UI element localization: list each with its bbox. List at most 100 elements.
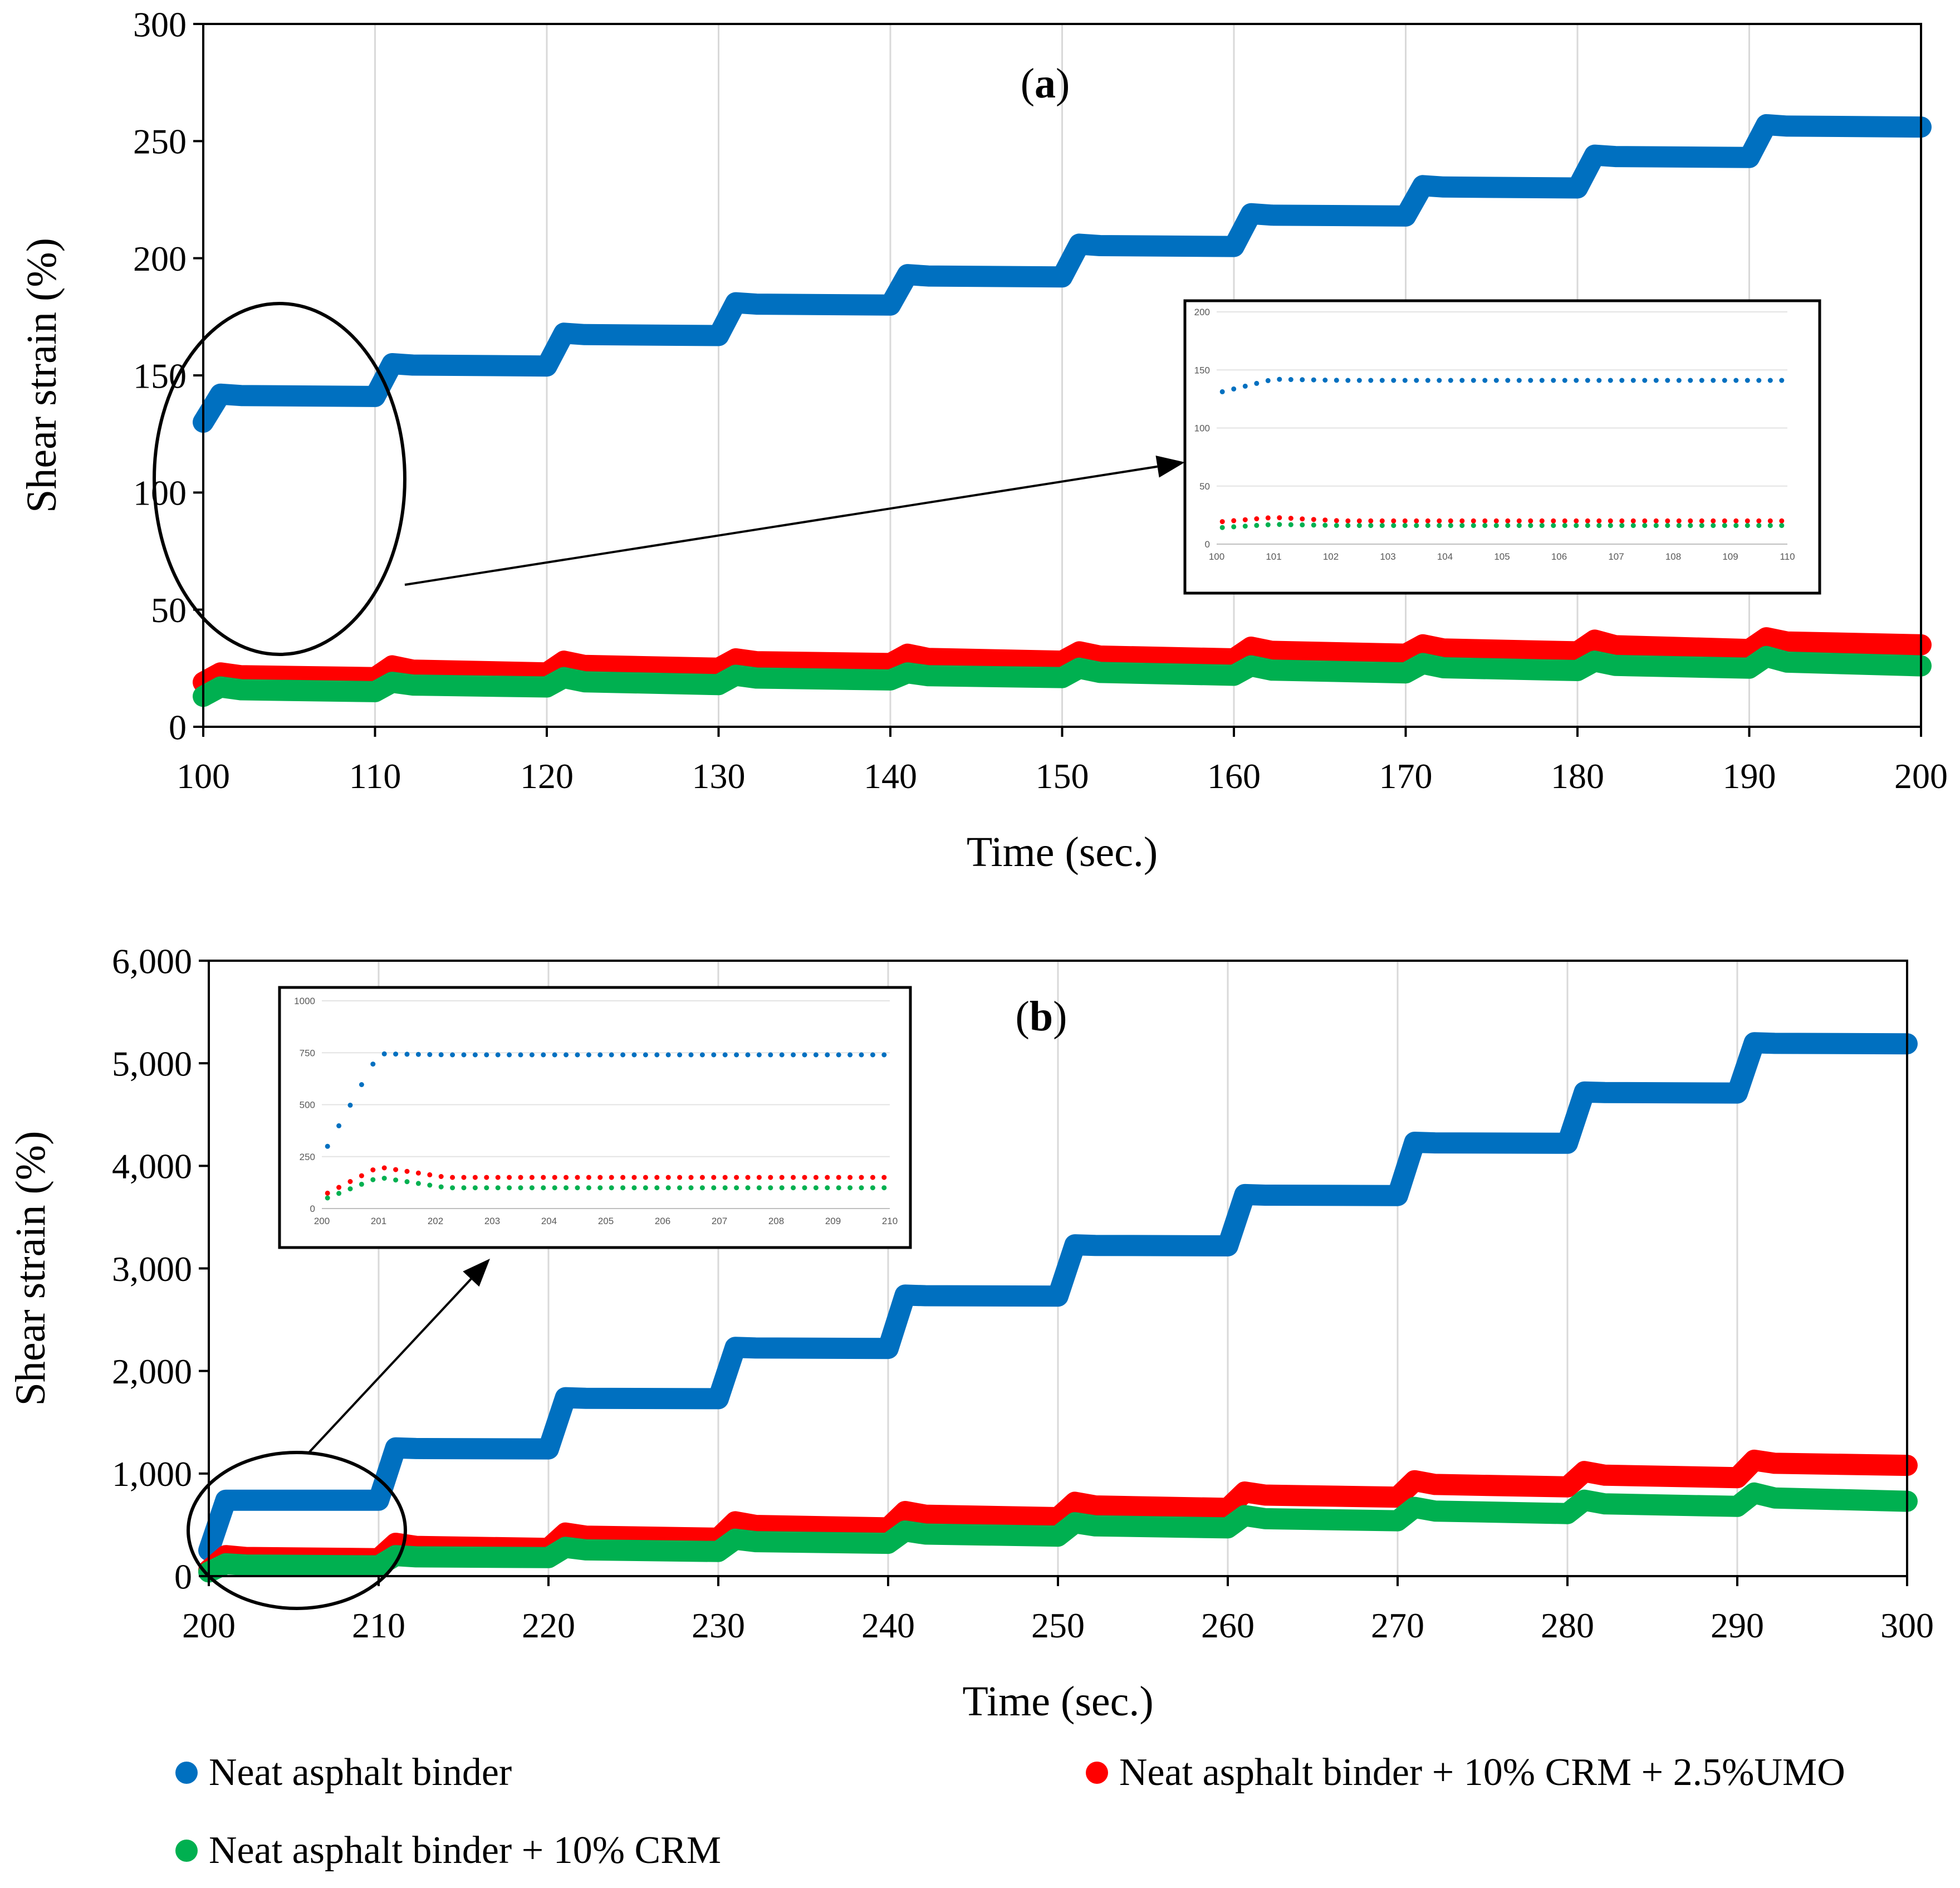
inset-point [1219, 519, 1225, 525]
inset-point [370, 1177, 376, 1182]
inset-point [1608, 523, 1613, 529]
inset-x-tick-label: 101 [1266, 551, 1281, 562]
inset-point [643, 1185, 648, 1191]
inset-point [507, 1185, 512, 1191]
inset-point [1311, 517, 1316, 522]
x-axis-label: Time (sec.) [962, 1678, 1153, 1725]
inset-point [1630, 523, 1636, 529]
inset-point [1551, 378, 1556, 383]
x-tick-label: 190 [1723, 756, 1776, 796]
x-tick-label: 180 [1551, 756, 1604, 796]
inset-x-tick-label: 200 [314, 1216, 330, 1226]
inset-point [631, 1175, 637, 1180]
legend-label: Neat asphalt binder [209, 1751, 512, 1794]
inset-point [1585, 523, 1590, 529]
inset-x-tick-label: 103 [1380, 551, 1395, 562]
inset-point [1779, 518, 1785, 524]
inset-point [631, 1052, 637, 1058]
inset-point [1334, 518, 1339, 524]
inset-point [597, 1052, 603, 1058]
inset-point [1516, 518, 1522, 524]
inset-point [1459, 518, 1465, 524]
inset-x-tick-label: 210 [882, 1216, 898, 1226]
inset-point [1733, 518, 1739, 524]
inset-point [677, 1052, 683, 1058]
inset-point [1528, 378, 1533, 383]
inset-point [552, 1052, 557, 1058]
inset-point [552, 1175, 557, 1180]
inset-point [586, 1052, 591, 1058]
x-tick-label: 150 [1036, 756, 1089, 796]
inset-point [825, 1185, 830, 1191]
inset-point [1619, 523, 1625, 529]
inset-point [722, 1175, 728, 1180]
inset-point [1242, 517, 1248, 522]
inset-point [654, 1175, 660, 1180]
inset-point [734, 1052, 739, 1058]
inset-point [745, 1175, 751, 1180]
inset-point [1562, 378, 1567, 383]
inset-point [1254, 380, 1260, 386]
inset-point [688, 1175, 694, 1180]
inset-point [1482, 378, 1488, 383]
x-tick-label: 200 [1894, 756, 1948, 796]
inset-point [1277, 522, 1282, 527]
inset-point [1574, 523, 1579, 529]
inset-point [802, 1052, 807, 1058]
inset-point [1288, 516, 1293, 521]
inset-point [1322, 522, 1328, 528]
inset-point [1345, 523, 1351, 529]
inset-point [1585, 518, 1590, 524]
inset-point [461, 1175, 467, 1180]
inset-point [1242, 383, 1248, 389]
y-tick-label: 3,000 [112, 1249, 192, 1289]
inset-point [1379, 523, 1385, 529]
inset-point [836, 1175, 841, 1180]
inset-point [359, 1173, 364, 1178]
inset-point [1630, 518, 1636, 524]
inset-point [427, 1052, 433, 1057]
inset-y-tick-label: 100 [1194, 423, 1210, 434]
inset-point [1756, 523, 1762, 529]
y-tick-label: 100 [133, 473, 187, 513]
inset-x-tick-label: 201 [371, 1216, 386, 1226]
inset-point [1231, 518, 1237, 524]
inset-x-tick-label: 106 [1551, 551, 1567, 562]
inset-point [1688, 523, 1693, 529]
inset-x-tick-label: 202 [428, 1216, 443, 1226]
inset-point [1311, 522, 1316, 528]
inset-point [1665, 378, 1670, 383]
inset-point [1653, 378, 1659, 383]
inset-point [450, 1052, 455, 1058]
inset-point [1722, 518, 1727, 524]
inset-point [1745, 523, 1750, 529]
inset-point [643, 1052, 648, 1058]
inset-point [631, 1185, 637, 1191]
inset-point [768, 1052, 773, 1058]
inset-point [472, 1052, 478, 1058]
inset-point [1414, 518, 1419, 524]
inset-point [393, 1177, 399, 1183]
inset-point [1699, 523, 1704, 529]
x-tick-label: 260 [1201, 1606, 1255, 1645]
inset-point [404, 1168, 410, 1174]
inset-point [745, 1052, 751, 1058]
inset-point [1562, 518, 1567, 524]
inset-y-tick-label: 750 [300, 1048, 315, 1058]
inset-point [586, 1175, 591, 1180]
inset-point [518, 1052, 523, 1058]
arrow-head-icon [1155, 455, 1185, 478]
inset-point [1596, 378, 1602, 383]
inset-point [1676, 518, 1682, 524]
inset-series-2 [1219, 515, 1785, 525]
inset-point [1265, 378, 1271, 383]
inset-point [813, 1185, 819, 1191]
inset-point [1265, 522, 1271, 527]
inset-point [722, 1052, 728, 1058]
inset-point [1585, 378, 1590, 383]
inset-point [791, 1185, 796, 1191]
inset-point [1471, 378, 1476, 383]
inset-point [1756, 378, 1762, 383]
inset-point [359, 1181, 364, 1187]
legend-label: Neat asphalt binder + 10% CRM + 2.5%UMO [1119, 1751, 1845, 1794]
